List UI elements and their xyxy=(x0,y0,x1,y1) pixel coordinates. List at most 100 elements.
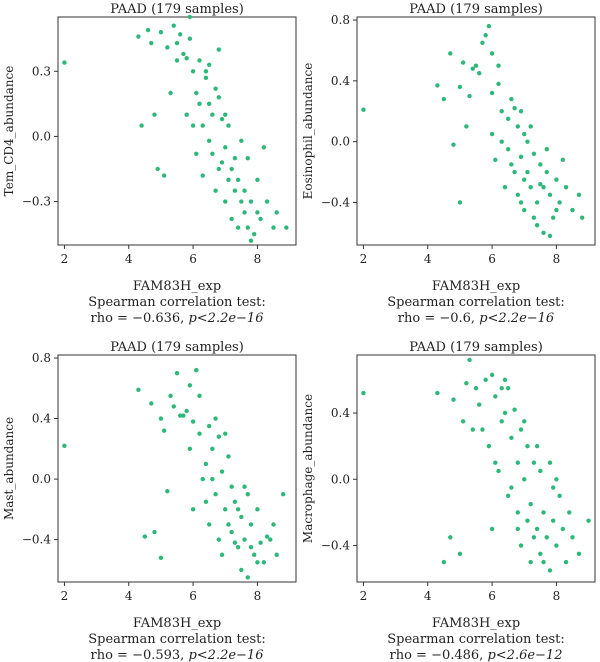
data-point xyxy=(541,510,546,515)
data-point xyxy=(206,522,212,527)
data-point xyxy=(197,101,202,107)
data-point xyxy=(496,468,501,474)
data-point xyxy=(502,410,508,416)
panel-title: PAAD (179 samples) xyxy=(110,340,244,355)
data-point xyxy=(499,139,504,144)
data-point xyxy=(239,199,244,204)
data-point xyxy=(509,96,514,102)
data-point xyxy=(190,419,196,424)
y-tick-label: 0.0 xyxy=(331,472,350,486)
data-point xyxy=(165,489,170,494)
x-tick-label: 8 xyxy=(254,589,262,603)
panel-title: PAAD (179 samples) xyxy=(409,2,543,17)
data-point xyxy=(522,419,527,424)
data-point xyxy=(174,40,180,46)
data-point xyxy=(216,47,222,52)
data-point xyxy=(197,431,202,436)
data-point xyxy=(505,116,511,122)
y-tick-label: 0.0 xyxy=(32,129,51,143)
y-tick-label: 0.4 xyxy=(331,406,350,420)
data-point xyxy=(451,397,456,402)
data-point xyxy=(531,215,537,220)
data-point xyxy=(181,413,186,418)
data-point xyxy=(255,177,260,183)
data-point xyxy=(576,192,582,198)
data-point xyxy=(242,484,247,489)
data-point xyxy=(239,514,244,520)
data-point xyxy=(531,151,537,156)
data-point xyxy=(200,173,205,178)
data-point xyxy=(522,177,527,182)
y-tick-label: 0.4 xyxy=(32,412,51,426)
data-point xyxy=(145,27,151,33)
x-axis-label: FAM83H_exp xyxy=(133,279,221,294)
data-point xyxy=(586,518,591,523)
data-point xyxy=(181,51,186,57)
data-point xyxy=(470,427,475,432)
data-point xyxy=(136,34,141,39)
data-point xyxy=(525,443,530,449)
data-point xyxy=(184,56,189,61)
data-point xyxy=(210,446,215,452)
data-point xyxy=(213,416,218,421)
data-point xyxy=(505,493,511,499)
data-point xyxy=(223,431,228,436)
data-point xyxy=(448,535,453,540)
data-point xyxy=(457,84,463,90)
data-point xyxy=(152,529,157,535)
data-point xyxy=(174,58,180,63)
data-point xyxy=(155,166,160,172)
data-point xyxy=(505,385,511,391)
data-point xyxy=(496,63,501,68)
data-point xyxy=(229,216,234,222)
data-point xyxy=(210,476,215,482)
data-point xyxy=(489,90,495,96)
data-point xyxy=(483,33,488,38)
data-point xyxy=(203,69,209,74)
data-point xyxy=(531,460,537,465)
data-point xyxy=(213,188,218,193)
data-point xyxy=(493,394,498,399)
x-tick-label: 6 xyxy=(488,589,496,603)
data-point xyxy=(441,559,447,565)
data-point xyxy=(477,402,482,407)
data-point xyxy=(560,526,566,532)
y-tick-label: 0.4 xyxy=(331,74,350,88)
data-point xyxy=(62,60,67,65)
data-point xyxy=(547,460,553,465)
spearman-test-label: Spearman correlation test: xyxy=(88,295,266,310)
data-point xyxy=(486,443,492,449)
data-point xyxy=(62,443,67,448)
data-point xyxy=(493,460,498,465)
data-point xyxy=(171,404,176,409)
data-point xyxy=(538,182,543,187)
data-point xyxy=(206,62,212,67)
data-point xyxy=(142,534,148,539)
data-point xyxy=(178,32,183,37)
data-point xyxy=(528,124,533,129)
data-point xyxy=(168,90,173,96)
data-point xyxy=(187,383,193,388)
data-point xyxy=(477,71,482,76)
data-point xyxy=(563,559,569,565)
data-point xyxy=(489,372,495,378)
data-point xyxy=(467,93,472,99)
data-point xyxy=(232,499,238,504)
scatter-panel-3: PAAD (179 samples) 2 4 6 8 −0.4 0.0 0.4 0.8 Mast_… xyxy=(2,340,297,662)
rho-value: rho = −0.636, xyxy=(91,311,189,326)
data-point xyxy=(258,540,263,545)
y-axis-label: Mast_abundance xyxy=(2,417,16,520)
data-point xyxy=(544,535,549,540)
y-tick-label: 0.8 xyxy=(331,13,350,27)
data-point xyxy=(235,544,241,550)
data-point xyxy=(489,131,495,137)
data-point xyxy=(570,535,575,540)
data-point xyxy=(158,30,164,35)
x-tick-label: 2 xyxy=(360,589,368,603)
data-point xyxy=(136,387,141,393)
data-point xyxy=(161,428,167,433)
data-point xyxy=(248,522,254,527)
data-point xyxy=(187,36,193,41)
scatter-panel-2: PAAD (179 samples) 2 4 6 8 −0.4 0.0 0.4 0.8 Eosin… xyxy=(301,2,596,326)
x-tick-label: 4 xyxy=(424,252,432,266)
